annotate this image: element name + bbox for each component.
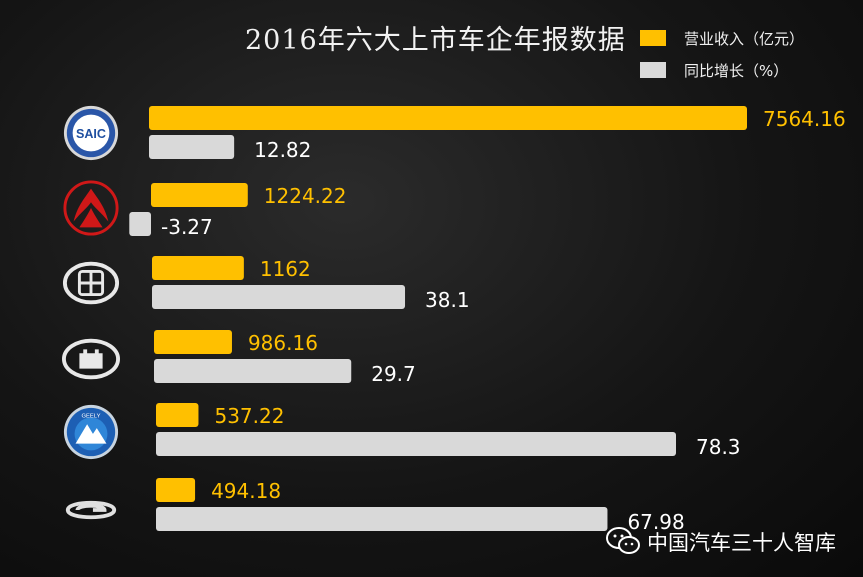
geely-logo-icon: GEELY (63, 404, 119, 460)
revenue-bar (156, 478, 196, 502)
revenue-value-label: 1224.22 (264, 184, 347, 208)
legend-swatch-revenue (640, 30, 666, 46)
legend-item-growth: 同比增长（%） (640, 60, 840, 80)
growth-value-label: 78.3 (696, 435, 741, 459)
growth-bar (156, 432, 676, 456)
wechat-icon (606, 527, 640, 554)
gac-logo-icon (65, 500, 117, 520)
growth-value-label: 38.1 (425, 288, 470, 312)
chart-title: 2016年六大上市车企年报数据 (245, 25, 626, 56)
revenue-value-label: 537.22 (214, 404, 284, 428)
growth-bar (156, 507, 608, 531)
legend-label-revenue: 营业收入（亿元） (684, 30, 805, 48)
revenue-bar (152, 256, 244, 280)
growth-value-label: 12.82 (254, 138, 311, 162)
revenue-value-label: 494.18 (211, 479, 281, 503)
revenue-bar (151, 183, 248, 207)
growth-bar (149, 135, 235, 159)
legend-swatch-growth (640, 62, 666, 78)
revenue-bar (149, 106, 747, 130)
greatwall-logo-icon (62, 338, 120, 380)
growth-bar (154, 359, 352, 383)
watermark: 中国汽车三十人智库 (605, 524, 855, 558)
revenue-value-label: 7564.16 (763, 107, 846, 131)
baic-logo-icon (62, 261, 120, 305)
growth-bar (152, 285, 406, 309)
revenue-value-label: 1162 (260, 257, 311, 281)
legend-label-growth: 同比增长（%） (684, 62, 789, 80)
saic-logo-icon: SAIC (63, 105, 119, 161)
legend-item-revenue: 营业收入（亿元） (640, 28, 840, 48)
growth-value-label: -3.27 (161, 215, 213, 239)
growth-bar (129, 212, 151, 236)
revenue-bar (154, 330, 232, 354)
geely-logo-text: GEELY (82, 414, 101, 420)
dongfeng-logo-icon (63, 180, 119, 236)
legend: 营业收入（亿元） 同比增长（%） (640, 28, 840, 88)
growth-value-label: 67.98 (627, 510, 684, 534)
saic-logo-text: SAIC (76, 127, 106, 141)
revenue-value-label: 986.16 (248, 331, 318, 355)
growth-value-label: 29.7 (371, 362, 416, 386)
watermark-text: 中国汽车三十人智库 (647, 531, 836, 555)
revenue-bar (156, 403, 199, 427)
